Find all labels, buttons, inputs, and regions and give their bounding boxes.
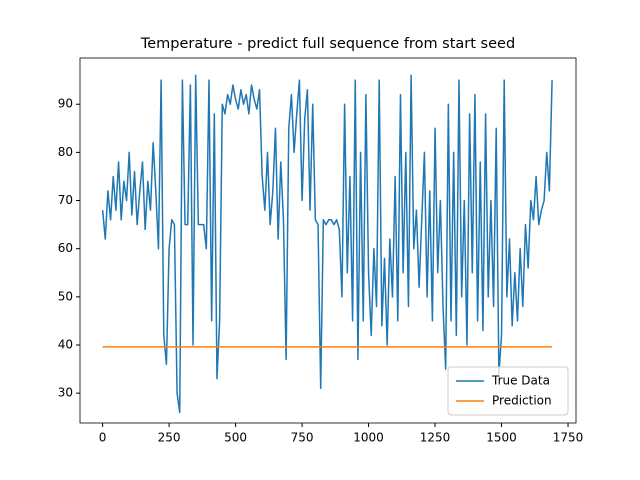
- x-tick-label: 1250: [420, 431, 451, 445]
- y-tick-label: 70: [58, 193, 73, 207]
- plot-frame: [79, 57, 577, 424]
- legend-box: [447, 366, 569, 416]
- data-line: [101, 74, 553, 414]
- y-tick-label: 50: [58, 289, 73, 303]
- y-tick-label: 40: [58, 337, 73, 351]
- x-tick-label: 750: [291, 431, 314, 445]
- x-tick-label: 250: [158, 431, 181, 445]
- legend-label: Prediction: [492, 394, 552, 408]
- x-tick-label: 1500: [486, 431, 517, 445]
- y-tick-label: 80: [58, 145, 73, 159]
- y-tick-label: 60: [58, 241, 73, 255]
- x-tick-label: 0: [99, 431, 107, 445]
- x-tick-label: 1750: [553, 431, 584, 445]
- chart-title: Temperature - predict full sequence from…: [140, 36, 515, 52]
- x-tick-label: 500: [224, 431, 247, 445]
- x-tick-label: 1000: [353, 431, 384, 445]
- y-tick-label: 90: [58, 97, 73, 111]
- legend-label: True Data: [491, 374, 550, 388]
- y-tick-label: 30: [58, 386, 73, 400]
